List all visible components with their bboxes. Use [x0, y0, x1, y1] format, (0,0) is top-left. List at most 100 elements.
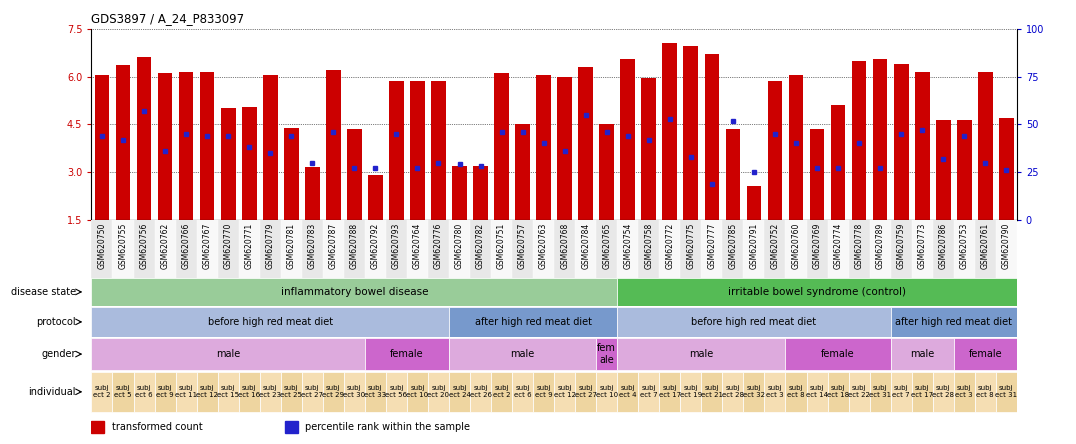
Bar [407, 220, 428, 278]
Text: irritable bowel syndrome (control): irritable bowel syndrome (control) [728, 287, 906, 297]
Bar [91, 278, 618, 306]
Text: GSM620760: GSM620760 [792, 223, 801, 269]
Text: GSM620780: GSM620780 [455, 223, 464, 269]
Bar [365, 220, 386, 278]
Bar [764, 372, 785, 412]
Bar [365, 338, 449, 370]
Bar [764, 220, 785, 278]
Bar [578, 67, 593, 220]
Bar [91, 372, 113, 412]
Bar [242, 107, 256, 220]
Bar [722, 220, 744, 278]
Text: GSM620791: GSM620791 [749, 223, 759, 269]
Bar [915, 72, 930, 220]
Bar [557, 76, 572, 220]
Bar [744, 220, 764, 278]
Bar [281, 372, 301, 412]
Text: subj
ect 5: subj ect 5 [114, 385, 131, 398]
Text: GSM620779: GSM620779 [266, 223, 274, 269]
Bar [641, 78, 656, 220]
Bar [407, 372, 428, 412]
Bar [953, 338, 1017, 370]
Bar [344, 220, 365, 278]
Bar [785, 372, 807, 412]
Bar [705, 54, 719, 220]
Bar [683, 46, 698, 220]
Bar [470, 372, 491, 412]
Bar [618, 220, 638, 278]
Bar [891, 338, 953, 370]
Text: GSM620790: GSM620790 [1002, 223, 1010, 269]
Text: subj
ect 20: subj ect 20 [427, 385, 450, 398]
Bar [599, 124, 614, 220]
Text: female: female [968, 349, 1002, 359]
Bar [512, 220, 533, 278]
Bar [259, 372, 281, 412]
Text: subj
ect 7: subj ect 7 [892, 385, 910, 398]
Bar [449, 307, 618, 337]
Bar [301, 220, 323, 278]
Bar [410, 81, 425, 220]
Text: subj
ect 3: subj ect 3 [955, 385, 973, 398]
Text: subj
ect 10: subj ect 10 [596, 385, 618, 398]
Bar [618, 372, 638, 412]
Bar [344, 372, 365, 412]
Bar [449, 338, 596, 370]
Text: GSM620774: GSM620774 [834, 223, 843, 269]
Text: subj
ect 27: subj ect 27 [575, 385, 597, 398]
Bar [452, 166, 467, 220]
Text: disease state: disease state [11, 287, 75, 297]
Text: GSM620782: GSM620782 [476, 223, 485, 269]
Text: GSM620778: GSM620778 [854, 223, 864, 269]
Text: subj
ect 15: subj ect 15 [217, 385, 239, 398]
Text: before high red meat diet: before high red meat diet [208, 317, 332, 327]
Text: subj
ect 12: subj ect 12 [196, 385, 218, 398]
Text: GSM620759: GSM620759 [896, 223, 906, 269]
Bar [638, 220, 660, 278]
Bar [428, 372, 449, 412]
Text: male: male [216, 349, 240, 359]
Bar [891, 220, 911, 278]
Text: subj
ect 7: subj ect 7 [640, 385, 657, 398]
Bar [975, 372, 995, 412]
Bar [365, 372, 386, 412]
Text: GSM620762: GSM620762 [160, 223, 170, 269]
Bar [978, 72, 993, 220]
Bar [807, 372, 827, 412]
Text: after high red meat diet: after high red meat diet [895, 317, 1013, 327]
Text: subj
ect 23: subj ect 23 [259, 385, 281, 398]
Text: GSM620764: GSM620764 [413, 223, 422, 269]
Text: fem
ale: fem ale [597, 343, 617, 365]
Bar [175, 220, 197, 278]
Text: GSM620775: GSM620775 [686, 223, 695, 269]
Text: percentile rank within the sample: percentile rank within the sample [306, 422, 470, 432]
Text: subj
ect 16: subj ect 16 [238, 385, 260, 398]
Text: subj
ect 27: subj ect 27 [301, 385, 323, 398]
Text: GSM620769: GSM620769 [812, 223, 822, 269]
Bar [596, 220, 618, 278]
Bar [91, 338, 365, 370]
Bar [368, 175, 383, 220]
Bar [431, 81, 445, 220]
Bar [305, 167, 320, 220]
Text: GSM620767: GSM620767 [202, 223, 212, 269]
Text: subj
ect 19: subj ect 19 [680, 385, 702, 398]
Bar [158, 73, 172, 220]
Bar [995, 220, 1017, 278]
Bar [621, 59, 635, 220]
Bar [491, 372, 512, 412]
Text: female: female [821, 349, 854, 359]
Bar [301, 372, 323, 412]
Bar [473, 166, 487, 220]
Bar [618, 338, 785, 370]
Text: subj
ect 28: subj ect 28 [932, 385, 954, 398]
Text: GSM620750: GSM620750 [98, 223, 107, 269]
Bar [894, 64, 908, 220]
Bar [91, 421, 104, 433]
Text: GSM620789: GSM620789 [876, 223, 884, 269]
Bar [390, 81, 404, 220]
Text: inflammatory bowel disease: inflammatory bowel disease [281, 287, 428, 297]
Bar [133, 220, 155, 278]
Bar [179, 72, 194, 220]
Text: subj
ect 21: subj ect 21 [700, 385, 723, 398]
